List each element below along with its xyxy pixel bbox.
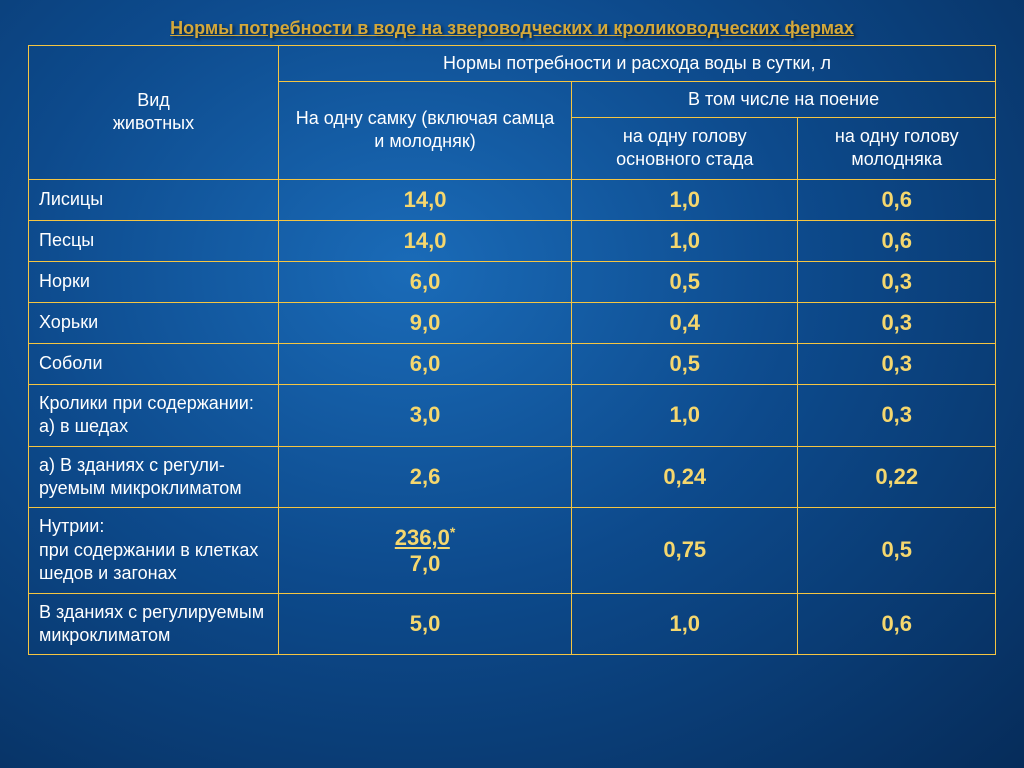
table-row: Нутрии:при содержании в клетках шедов и … — [29, 508, 996, 593]
header-subgroup: В том числе на поение — [572, 82, 996, 118]
cell-young: 0,3 — [798, 302, 996, 343]
cell-main-herd: 0,75 — [572, 508, 798, 593]
data-table: Видживотных Нормы потребности и расхода … — [28, 45, 996, 655]
cell-main-herd: 1,0 — [572, 179, 798, 220]
table-body: Лисицы14,01,00,6Песцы14,01,00,6Норки6,00… — [29, 179, 996, 655]
row-label: Песцы — [29, 220, 279, 261]
cell-young: 0,5 — [798, 508, 996, 593]
table-row: Кролики при содержании:а) в шедах3,01,00… — [29, 384, 996, 446]
row-label: Лисицы — [29, 179, 279, 220]
table-row: Хорьки9,00,40,3 — [29, 302, 996, 343]
table-row: Соболи6,00,50,3 — [29, 343, 996, 384]
cell-young: 0,22 — [798, 446, 996, 508]
cell-per-female: 9,0 — [279, 302, 572, 343]
table-row: Лисицы14,01,00,6 — [29, 179, 996, 220]
table-row: а) В зданиях с регули-руемым микроклимат… — [29, 446, 996, 508]
cell-main-herd: 1,0 — [572, 384, 798, 446]
header-main-herd: на одну голову основного стада — [572, 118, 798, 180]
cell-per-female: 5,0 — [279, 593, 572, 655]
row-label: Хорьки — [29, 302, 279, 343]
cell-young: 0,6 — [798, 220, 996, 261]
cell-main-herd: 1,0 — [572, 593, 798, 655]
cell-main-herd: 0,5 — [572, 261, 798, 302]
header-group: Нормы потребности и расхода воды в сутки… — [279, 46, 996, 82]
row-label: Нутрии:при содержании в клетках шедов и … — [29, 508, 279, 593]
header-young: на одну голову молодняка — [798, 118, 996, 180]
table-row: Норки6,00,50,3 — [29, 261, 996, 302]
cell-young: 0,6 — [798, 179, 996, 220]
table-row: Песцы14,01,00,6 — [29, 220, 996, 261]
row-label: Соболи — [29, 343, 279, 384]
row-label: а) В зданиях с регули-руемым микроклимат… — [29, 446, 279, 508]
cell-young: 0,3 — [798, 261, 996, 302]
cell-per-female: 14,0 — [279, 220, 572, 261]
cell-per-female: 236,0*7,0 — [279, 508, 572, 593]
row-label: Норки — [29, 261, 279, 302]
cell-per-female: 2,6 — [279, 446, 572, 508]
cell-per-female: 6,0 — [279, 261, 572, 302]
table-row: В зданиях с регулируемым микроклиматом5,… — [29, 593, 996, 655]
cell-young: 0,6 — [798, 593, 996, 655]
cell-main-herd: 0,4 — [572, 302, 798, 343]
header-per-female: На одну самку (включая самца и молодняк) — [279, 82, 572, 180]
cell-main-herd: 1,0 — [572, 220, 798, 261]
cell-main-herd: 0,24 — [572, 446, 798, 508]
header-animal-type: Видживотных — [29, 46, 279, 180]
row-label: Кролики при содержании:а) в шедах — [29, 384, 279, 446]
row-label: В зданиях с регулируемым микроклиматом — [29, 593, 279, 655]
cell-young: 0,3 — [798, 343, 996, 384]
cell-per-female: 14,0 — [279, 179, 572, 220]
cell-per-female: 3,0 — [279, 384, 572, 446]
cell-young: 0,3 — [798, 384, 996, 446]
cell-per-female: 6,0 — [279, 343, 572, 384]
slide-title: Нормы потребности в воде на звероводческ… — [28, 18, 996, 39]
cell-main-herd: 0,5 — [572, 343, 798, 384]
